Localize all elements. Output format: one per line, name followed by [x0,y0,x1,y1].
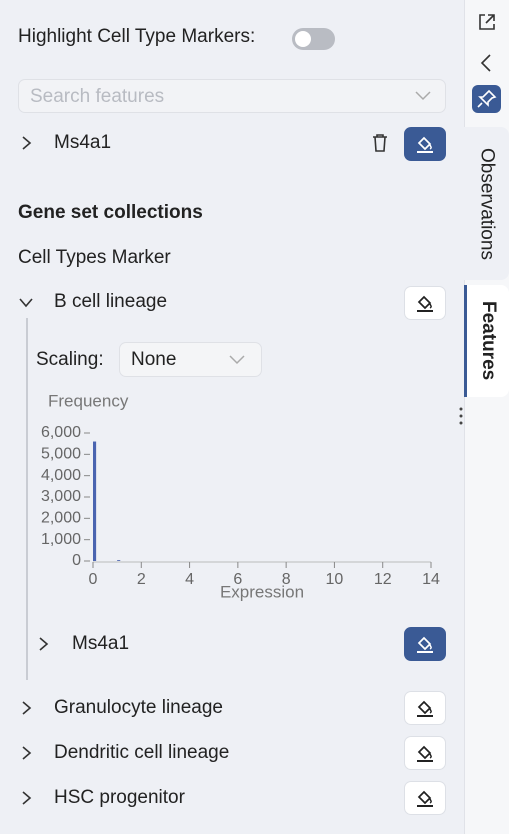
histogram: Frequency Expression 0 1,000 2,000 3,000 4,0… [41,391,440,601]
x-tick-label: 12 [374,571,392,588]
paint-icon [417,790,433,807]
tab-label: Features [478,301,499,381]
highlight-label: Highlight Cell Type Markers: [18,26,256,47]
tab[interactable]: Observations [464,127,509,280]
color-button[interactable] [404,627,446,661]
x-tick-label: 6 [233,571,242,588]
features-panel [0,0,464,834]
x-tick-label: 4 [185,571,194,588]
color-button[interactable] [404,736,446,770]
x-tick-label: 14 [422,571,440,588]
search-placeholder: Search features [30,86,165,107]
scaling-value: None [131,349,177,370]
tab-active[interactable]: Features [464,285,509,397]
expand-icon[interactable] [20,791,34,805]
popout-icon[interactable] [477,12,497,32]
paint-icon [417,295,433,312]
color-button[interactable] [404,781,446,815]
paint-icon [417,745,433,762]
dropdown-icon [415,91,431,101]
color-button[interactable] [404,286,446,320]
x-tick-label: 10 [326,571,344,588]
x-tick-label: 2 [137,571,146,588]
y-tick-label: 3,000 [41,488,81,505]
y-tick-label: 2,000 [41,510,81,527]
sidebar [464,0,509,834]
bar [93,441,97,561]
x-tick-label: 0 [89,571,98,588]
x-tick-label: 8 [282,571,291,588]
collection-label: Cell Types Marker [18,247,171,268]
tree-line [26,318,28,680]
color-button[interactable] [404,691,446,725]
y-tick-label: 0 [72,552,81,569]
y-tick-label: 6,000 [41,424,81,441]
paint-icon [417,636,433,653]
expand-icon[interactable] [20,746,34,760]
paint-icon [417,136,433,153]
bar [117,560,121,561]
delete-icon[interactable] [371,133,389,153]
scaling-label: Scaling: [36,349,104,370]
dropdown-icon [229,355,245,365]
expand-icon[interactable] [20,136,34,150]
resize-handle[interactable] [457,406,465,426]
y-tick-label: 5,000 [41,446,81,463]
group-label: B cell lineage [54,291,168,312]
group-label: Dendritic cell lineage [54,742,230,763]
section-title: Gene set collections [18,202,203,223]
tab-label: Observations [476,147,498,260]
expand-icon[interactable] [37,637,51,651]
toggle[interactable] [292,28,335,50]
group-label: HSC progenitor [54,787,185,808]
y-axis-label: Frequency [48,391,129,410]
paint-icon [417,700,433,717]
pin-button[interactable] [472,85,501,113]
color-button[interactable] [404,127,446,161]
collapse-icon[interactable] [19,296,33,310]
search-box[interactable]: Search features [18,79,446,113]
group-label: Granulocyte lineage [54,697,223,718]
collapse-sidebar-icon[interactable] [479,54,493,72]
scaling-select[interactable]: None [119,342,262,377]
feature-label: Ms4a1 [72,633,130,654]
y-tick-label: 4,000 [41,467,81,484]
y-tick-label: 1,000 [41,531,81,548]
x-axis-label: Expression [220,582,304,601]
feature-label: Ms4a1 [54,132,112,153]
expand-icon[interactable] [20,701,34,715]
